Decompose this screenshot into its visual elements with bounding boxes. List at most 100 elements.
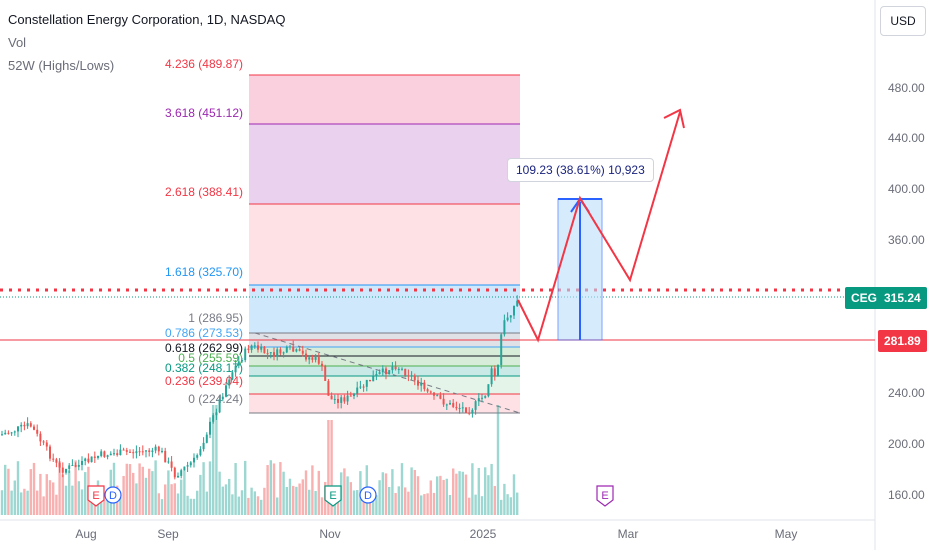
candle (36, 429, 39, 434)
fib-level-label: 1.618 (325.70) (165, 265, 243, 279)
ceg-price-tag: 315.24 (878, 287, 927, 309)
dividend-marker[interactable]: D (359, 486, 377, 504)
candle (177, 475, 179, 478)
dividend-marker[interactable]: D (104, 486, 122, 504)
candle (423, 382, 426, 390)
volume-bar (388, 486, 391, 515)
candle (186, 465, 189, 467)
volume-bar (301, 479, 304, 515)
candle (381, 368, 384, 373)
candle (301, 350, 304, 354)
volume-bar (391, 469, 394, 515)
volume-bar (279, 462, 282, 515)
candle (375, 373, 378, 377)
candle (263, 346, 266, 354)
volume-bar (32, 462, 36, 515)
volume-bar (420, 495, 423, 515)
candle (148, 450, 151, 452)
fib-level-label: 0.5 (255.59) (178, 351, 243, 365)
volume-bar (192, 498, 196, 515)
volume-bar (55, 494, 58, 515)
volume-bar (148, 468, 151, 515)
volume-bar (26, 490, 29, 515)
volume-bar (269, 460, 272, 515)
candle (340, 397, 343, 403)
volume-bar (144, 477, 148, 515)
volume-bar (381, 472, 384, 515)
candle (161, 450, 163, 452)
volume-bar (39, 473, 42, 515)
volume-bar (221, 486, 224, 515)
candle (247, 348, 250, 350)
candle (506, 317, 509, 321)
volume-bar (308, 489, 311, 515)
candle (52, 458, 55, 460)
candle (205, 434, 208, 443)
volume-bar (295, 486, 298, 515)
volume-bar (202, 462, 205, 515)
volume-bar (349, 482, 352, 515)
earnings-marker[interactable]: E (87, 485, 105, 507)
fib-zone (249, 285, 520, 333)
earnings-marker[interactable]: E (324, 485, 342, 507)
volume-bar (20, 492, 23, 515)
candle (4, 432, 7, 435)
volume-bar (471, 463, 474, 515)
volume-bar (164, 484, 167, 515)
volume-bar (484, 467, 487, 515)
candle (65, 468, 67, 473)
volume-bar (68, 470, 71, 515)
volume-bar (372, 499, 375, 515)
volume-bar (106, 495, 109, 515)
fib-level-label: 0.786 (273.53) (165, 326, 243, 340)
candle (109, 453, 112, 456)
candle (241, 360, 243, 362)
candle (413, 375, 416, 381)
candle (231, 372, 234, 380)
volume-bar (128, 464, 132, 515)
price-axis-tick: 440.00 (888, 131, 925, 145)
candle (362, 386, 365, 388)
volume-bar (80, 489, 84, 515)
volume-bar (157, 493, 160, 515)
volume-bar (298, 483, 301, 515)
symbol-title[interactable]: Constellation Energy Corporation, 1D, NA… (8, 12, 286, 27)
volume-bar (240, 490, 244, 515)
candle (516, 300, 519, 307)
volume-bar (477, 467, 480, 515)
volume-bar (282, 471, 285, 515)
candle (202, 442, 205, 450)
volume-bar (429, 480, 432, 515)
volume-bar (247, 497, 250, 515)
volume-bar (45, 474, 48, 515)
fib-level-label: 4.236 (489.87) (165, 57, 243, 71)
candle (407, 375, 410, 377)
volume-bar (480, 496, 484, 515)
time-axis-tick: May (775, 527, 798, 541)
volume-bar (416, 476, 420, 515)
ceg-price: 315.24 (884, 291, 921, 305)
time-axis-tick: 2025 (470, 527, 497, 541)
candle (500, 334, 503, 366)
candle (103, 451, 106, 457)
volume-bar (167, 470, 170, 515)
volume-bar (58, 461, 61, 515)
earnings-upcoming-marker[interactable]: E (596, 485, 614, 507)
volume-bar (205, 491, 208, 515)
candle (490, 368, 493, 385)
currency-button[interactable]: USD (880, 6, 926, 36)
volume-indicator-label[interactable]: Vol (8, 35, 27, 50)
candle (71, 465, 74, 467)
candle (417, 380, 419, 386)
trend-line (254, 332, 521, 414)
candle (250, 345, 253, 350)
highs-lows-indicator-label[interactable]: 52W (Highs/Lows) (8, 58, 115, 73)
volume-bar (333, 496, 336, 515)
volume-bar (180, 479, 183, 515)
candle (465, 407, 467, 413)
volume-bar (189, 498, 192, 515)
candle (157, 446, 160, 452)
candle (225, 385, 227, 397)
volume-bar (506, 494, 509, 515)
